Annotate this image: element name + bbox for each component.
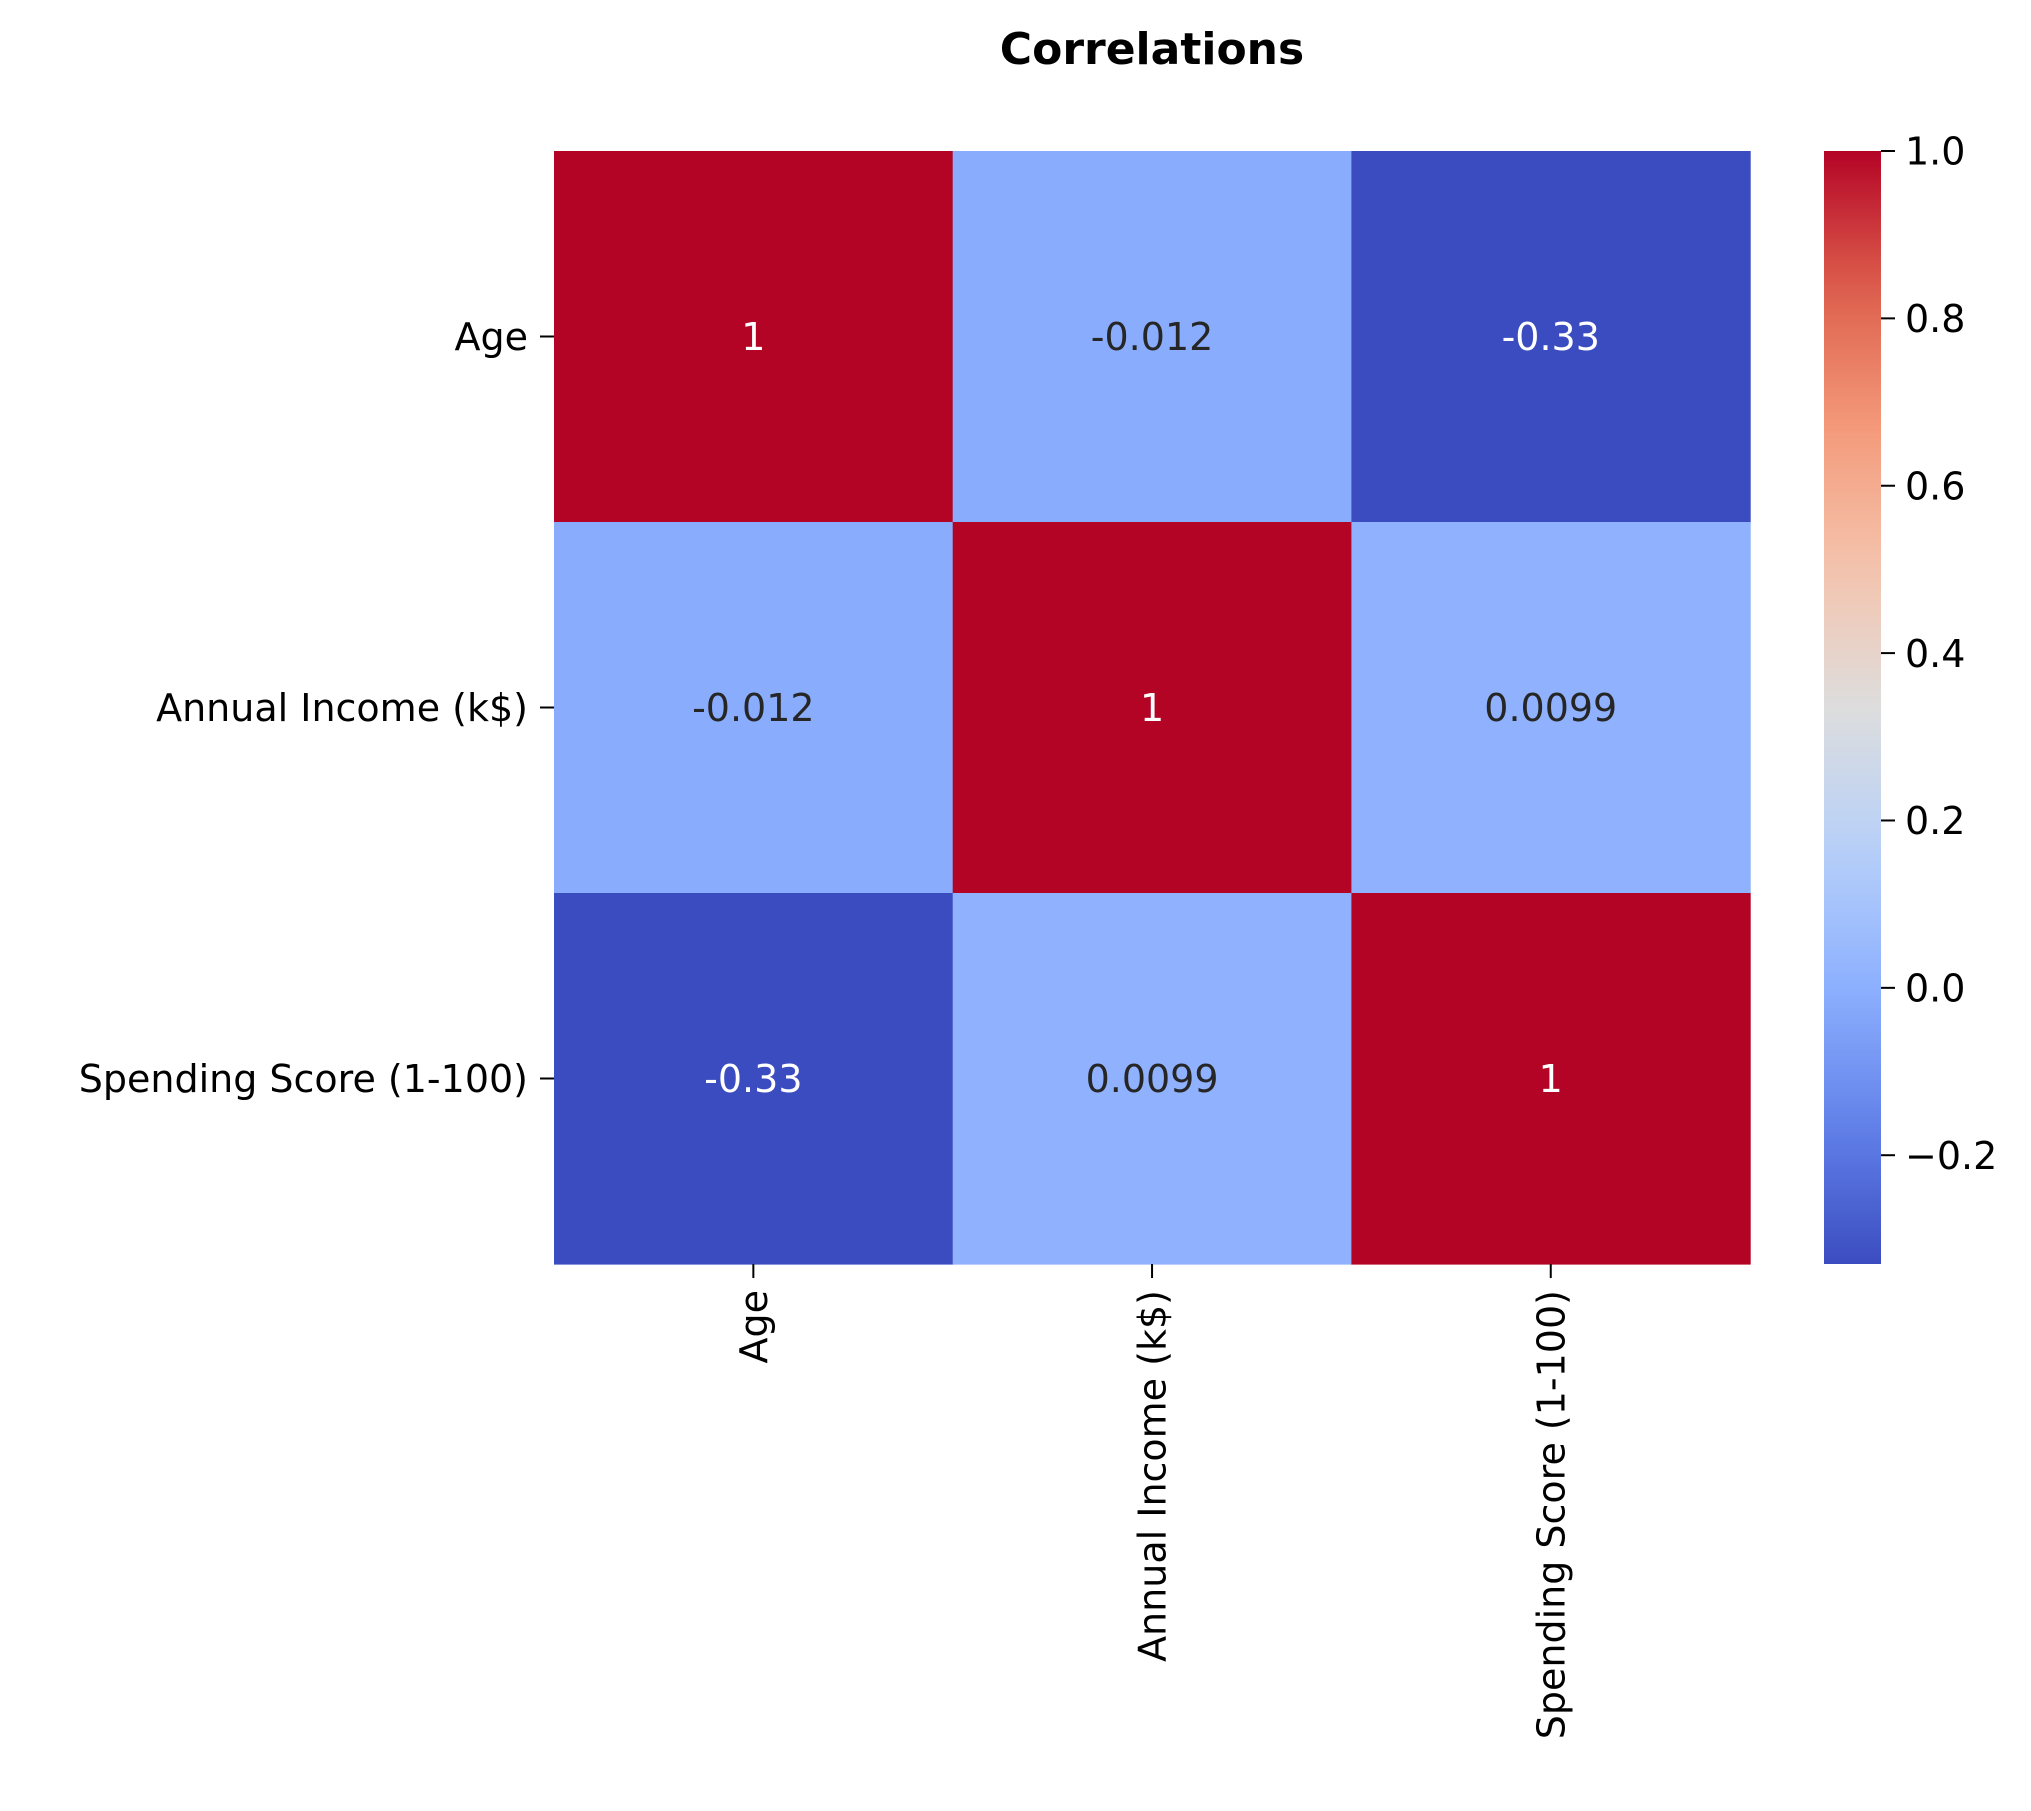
cell-value-label: 1 xyxy=(741,315,765,359)
colorbar-tick-label: −0.2 xyxy=(1905,1134,1997,1178)
cell-value-label: 0.0099 xyxy=(1484,686,1617,730)
row-tick-label: Age xyxy=(455,315,529,359)
cell-value-label: -0.012 xyxy=(692,686,815,730)
column-tick-label: Age xyxy=(732,1290,776,1364)
chart-title: Correlations xyxy=(1000,24,1304,75)
heatmap-cell xyxy=(952,522,1352,894)
column-tick-label: Annual Income (k$) xyxy=(1131,1290,1175,1662)
colorbar-tick-label: 0.8 xyxy=(1905,297,1965,341)
cell-value-label: 0.0099 xyxy=(1086,1057,1219,1101)
heatmap-cell xyxy=(952,151,1352,523)
colorbar: −0.2 0.0 0.2 0.4 0.6 0.8 1.0 xyxy=(1824,130,1997,1264)
heatmap-cell xyxy=(554,522,954,894)
cell-value-label: -0.33 xyxy=(704,1057,802,1101)
cell-value-label: -0.33 xyxy=(1502,315,1600,359)
cell-value-label: 1 xyxy=(1140,686,1164,730)
colorbar-tick-label: 0.0 xyxy=(1905,967,1965,1011)
row-axis: Age Annual Income (k$) Spending Score (1-1… xyxy=(79,315,554,1101)
row-tick-label: Annual Income (k$) xyxy=(156,686,528,730)
colorbar-tick-label: 0.4 xyxy=(1905,632,1965,676)
column-tick-label: Spending Score (1-100) xyxy=(1529,1290,1573,1739)
heatmap-cell xyxy=(1351,522,1751,894)
colorbar-gradient xyxy=(1824,151,1881,1264)
cell-value-label: 1 xyxy=(1539,1057,1563,1101)
colorbar-tick-label: 0.6 xyxy=(1905,464,1965,508)
heatmap-cells: 1 -0.012 -0.33 -0.012 1 0.0099 -0.33 0.0099 1 xyxy=(554,151,1751,1265)
heatmap-cell xyxy=(1351,893,1751,1265)
heatmap-cell xyxy=(554,151,954,523)
row-tick-label: Spending Score (1-100) xyxy=(79,1057,528,1101)
heatmap-cell xyxy=(1351,151,1751,523)
column-axis: Age Annual Income (k$) Spending Score (1-1… xyxy=(732,1264,1573,1739)
heatmap-cell xyxy=(554,893,954,1265)
heatmap-cell xyxy=(952,893,1352,1265)
cell-value-label: -0.012 xyxy=(1091,315,1214,359)
colorbar-tick-label: 1.0 xyxy=(1905,130,1965,174)
colorbar-tick-label: 0.2 xyxy=(1905,799,1965,843)
